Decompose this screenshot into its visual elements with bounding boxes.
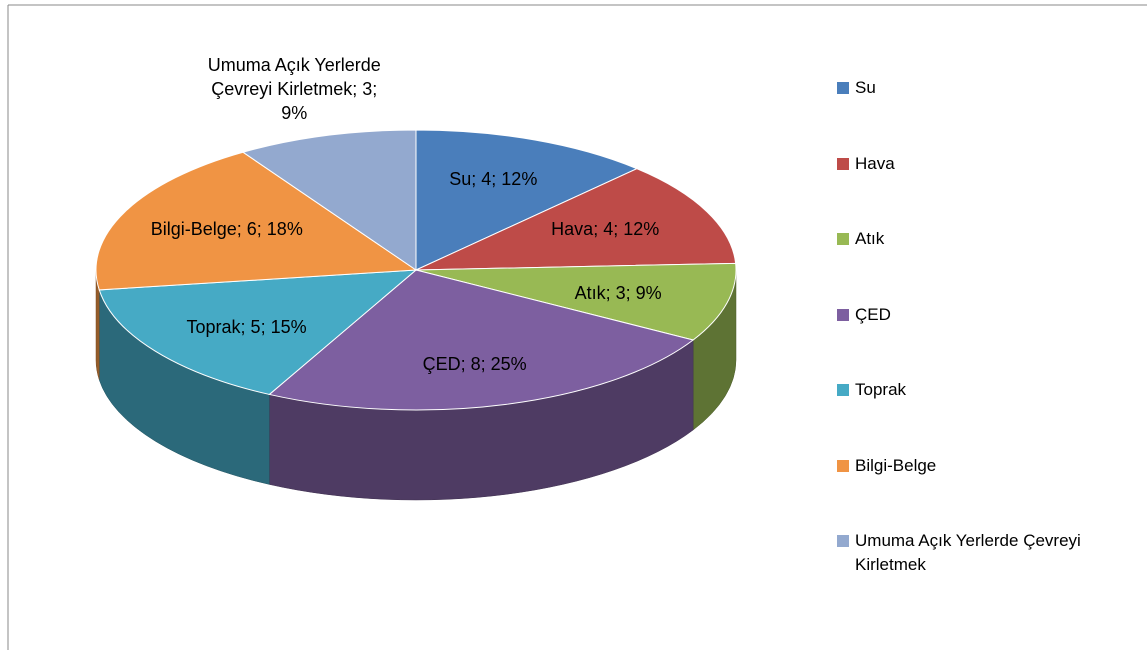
legend-swatch <box>837 384 849 396</box>
legend-swatch <box>837 82 849 94</box>
legend-label: Toprak <box>855 380 907 399</box>
data-label: Hava; 4; 12% <box>551 219 660 240</box>
slice <box>241 129 417 271</box>
data-label: Bilgi-Belge; 6; 18% <box>150 219 303 240</box>
legend-label: Hava <box>855 153 895 173</box>
legend-label: Su <box>855 78 876 97</box>
legend-swatch <box>837 459 849 472</box>
legend-swatch <box>837 535 849 547</box>
data-label: Umuma Açık Yerlerde Çevreyi Kirletmek; 3… <box>207 54 381 123</box>
legend-swatch <box>837 308 849 321</box>
slice <box>415 129 639 271</box>
slice <box>98 269 418 395</box>
legend-label: Bilgi-Belge <box>855 455 937 475</box>
data-label: Toprak; 5; 15% <box>186 316 307 337</box>
legend-swatch <box>837 233 849 245</box>
legend-label: Atık <box>855 229 885 248</box>
data-label: Su; 4; 12% <box>449 169 538 190</box>
legend-swatch <box>837 157 849 170</box>
slice <box>95 151 418 291</box>
data-label: ÇED; 8; 25% <box>422 354 527 375</box>
slice <box>415 262 737 341</box>
legend-label: ÇED <box>855 304 891 324</box>
legend-label: Umuma Açık Yerlerde Çevreyi Kirletmek <box>855 531 1081 574</box>
data-label: Atık; 3; 9% <box>574 283 662 304</box>
slice <box>415 168 737 271</box>
